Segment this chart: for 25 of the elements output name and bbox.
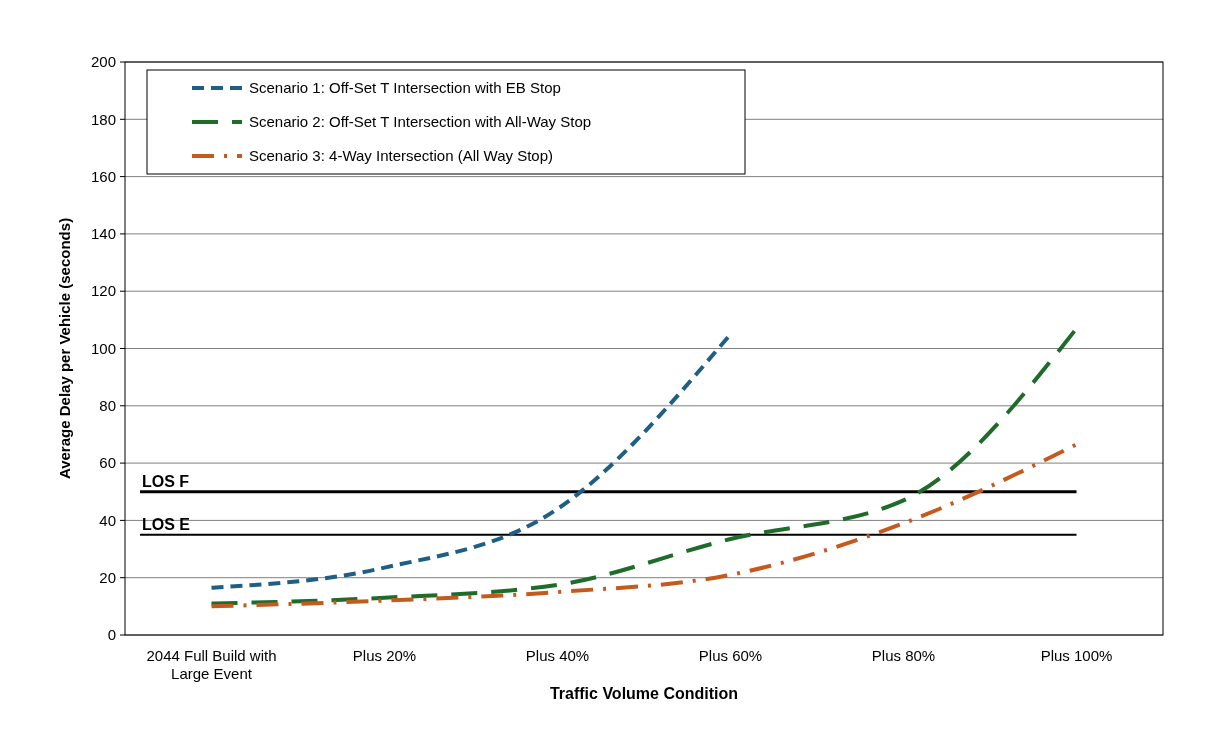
line-series <box>209 442 1079 609</box>
y-tick-label: 180 <box>90 110 116 128</box>
ref-line-label: LOS F <box>142 472 190 490</box>
x-tick-label: Plus 20% <box>352 647 417 664</box>
x-tick-label: Plus 40% <box>525 647 590 664</box>
y-tick-label: 120 <box>90 282 116 300</box>
ref-line-label: LOS E <box>142 515 191 533</box>
y-tick-label: 200 <box>90 53 116 71</box>
y-tick-label: 20 <box>99 568 116 586</box>
x-axis-title: Traffic Volume Condition <box>549 685 739 702</box>
x-tick-label: Plus 60% <box>698 647 763 664</box>
y-tick-label: 160 <box>90 167 116 185</box>
y-tick-label: 0 <box>107 626 116 644</box>
y-axis-title: Average Delay per Vehicle (seconds) <box>56 217 73 480</box>
x-tick-label: Plus 100% <box>1040 647 1113 664</box>
y-tick-label: 100 <box>90 339 116 357</box>
legend-label: Scenario 3: 4-Way Intersection (All Way Stop) <box>249 147 553 165</box>
x-tick-label: 2044 Full Build with Large Event <box>146 647 277 682</box>
y-tick-label: 140 <box>90 225 116 243</box>
y-tick-label: 60 <box>99 454 116 472</box>
legend-label: Scenario 1: Off-Set T Intersection with EB Stop <box>249 79 561 97</box>
legend-label: Scenario 2: Off-Set T Intersection with All-Way Stop <box>249 113 592 131</box>
y-tick-label: 80 <box>99 397 116 415</box>
y-tick-label: 40 <box>99 511 116 529</box>
x-tick-label: Plus 80% <box>871 647 936 664</box>
